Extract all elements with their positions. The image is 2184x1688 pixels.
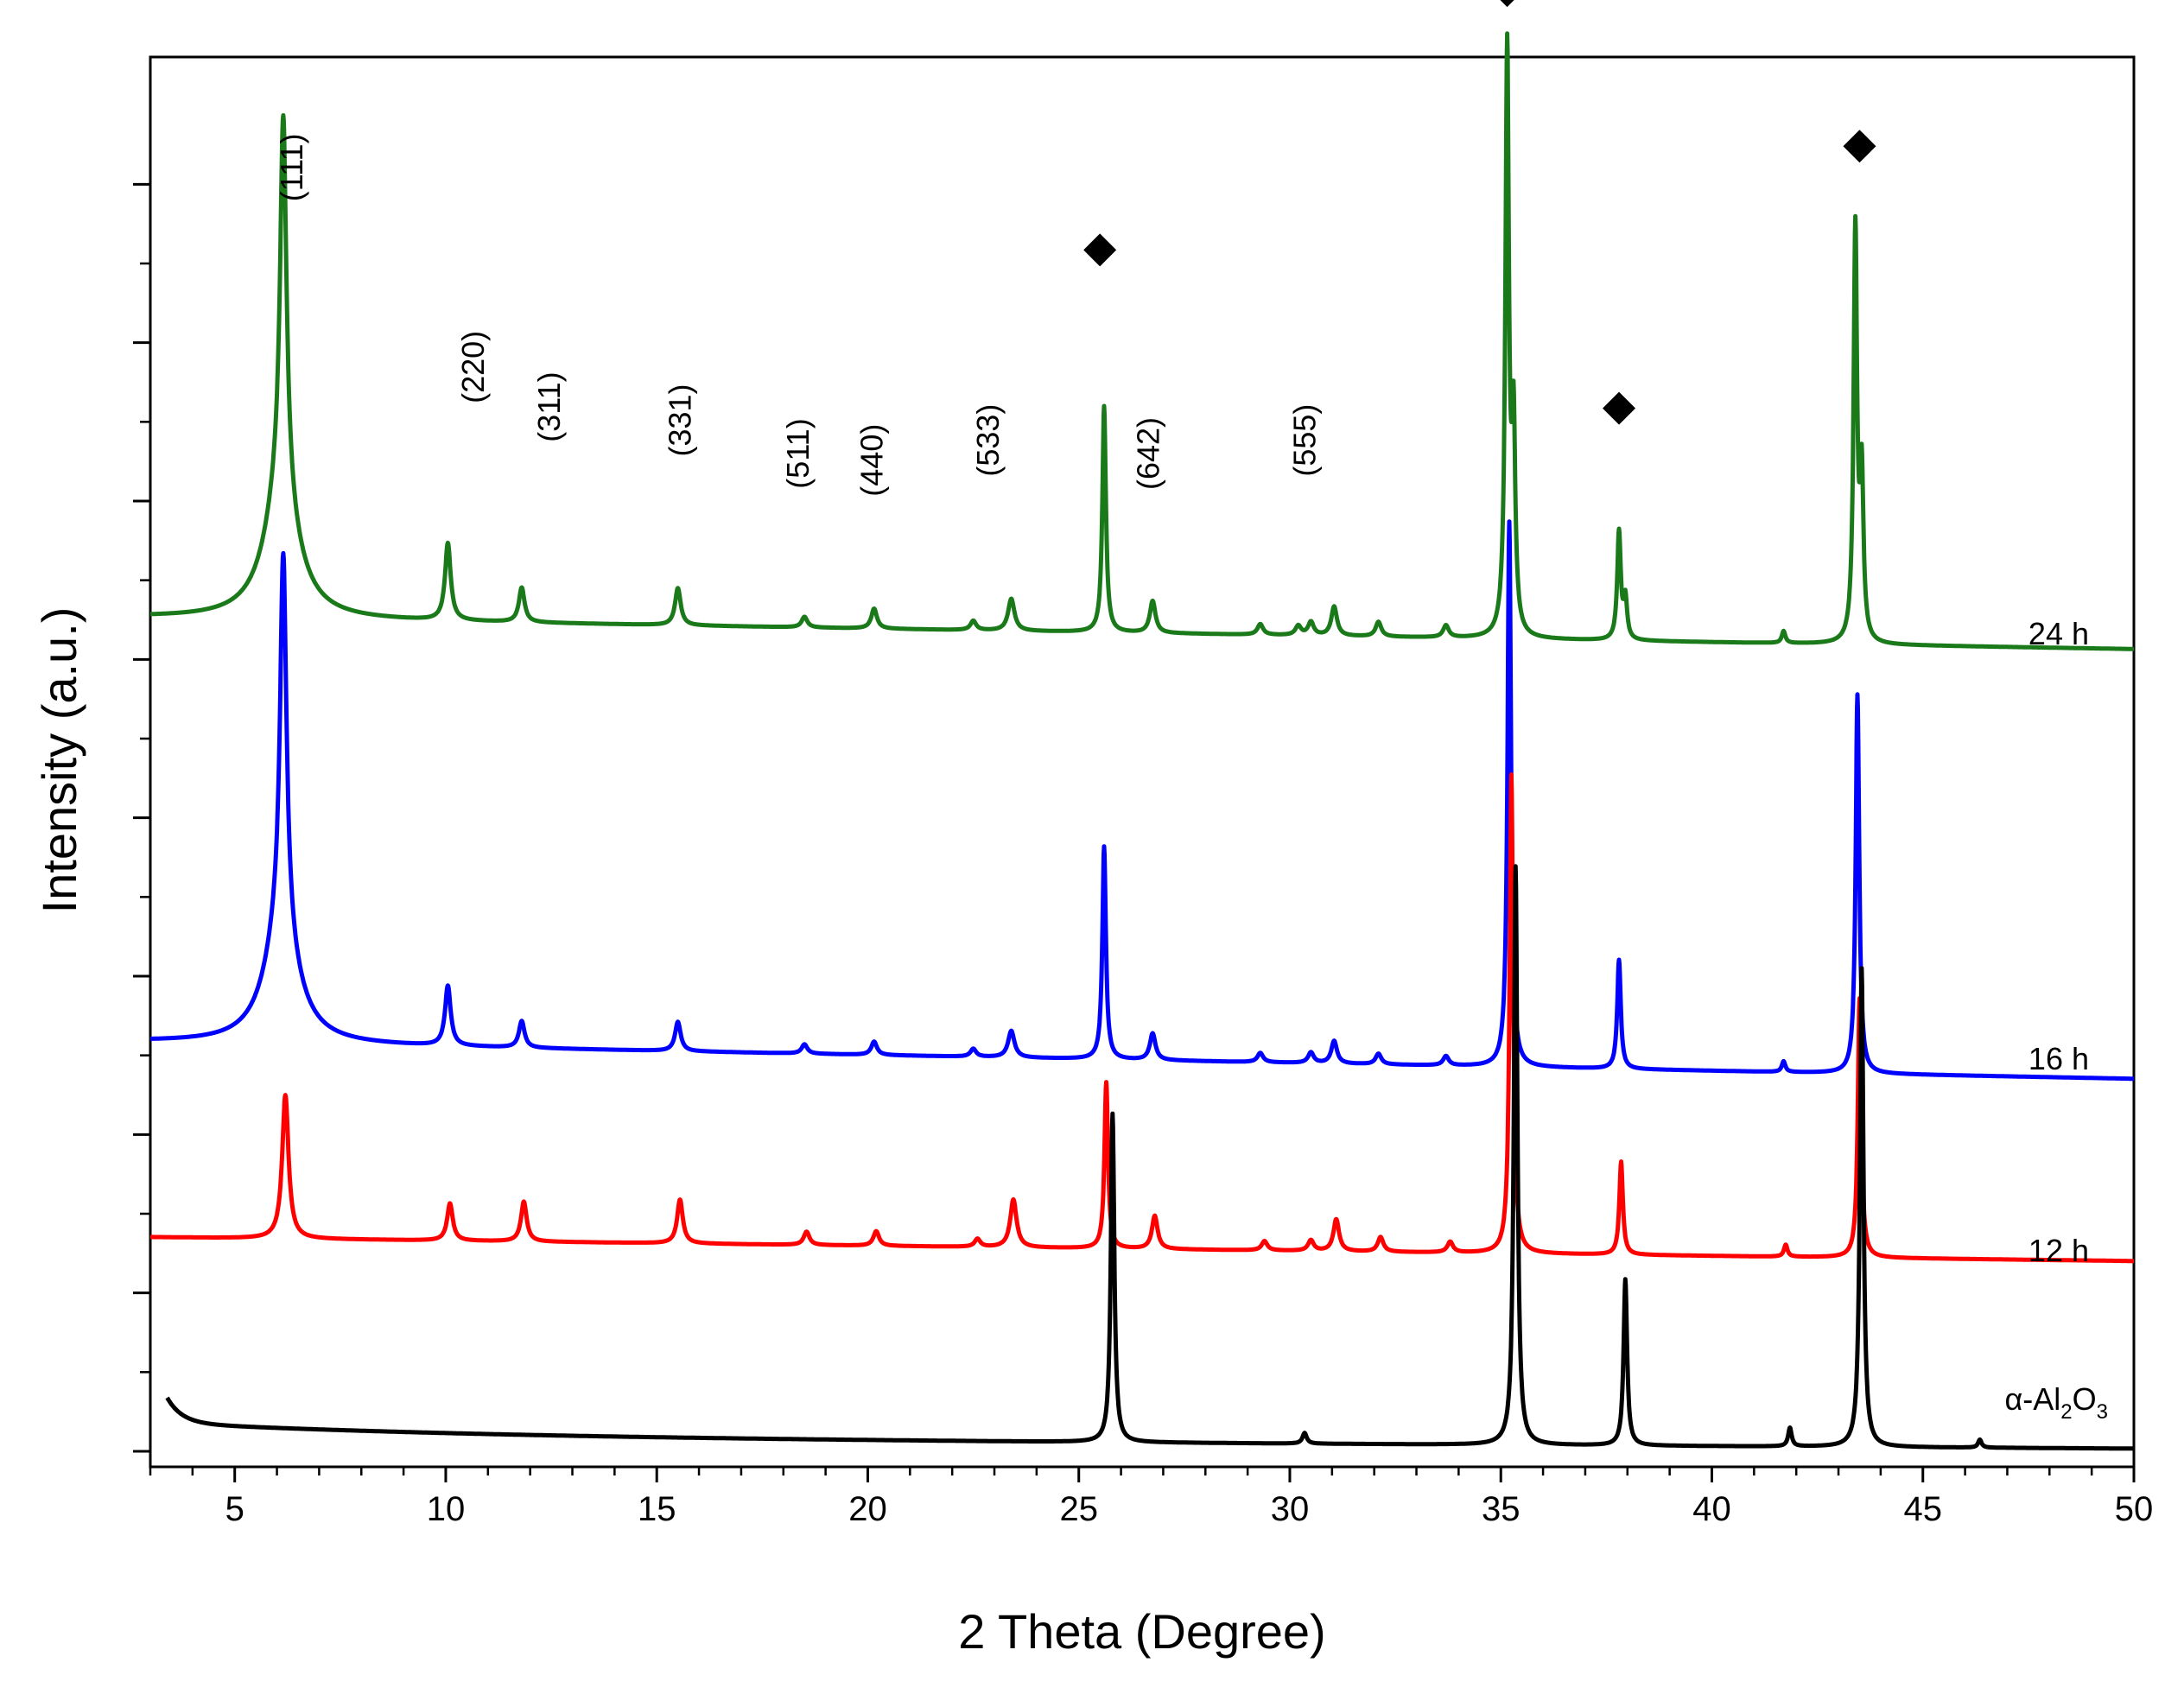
peak-label: (311) — [531, 371, 567, 441]
peak-label: (511) — [780, 418, 816, 488]
x-tick-label: 35 — [1482, 1490, 1521, 1528]
series-line-3 — [165, 864, 2136, 1451]
diamond-marker — [1500, 0, 1514, 8]
series-label-16h: 16 h — [2028, 1041, 2089, 1076]
peak-label: (220) — [455, 331, 491, 403]
x-tick-label: 5 — [225, 1490, 244, 1528]
plot-frame — [149, 55, 2136, 1469]
al2o3-prefix: α-Al — [2004, 1381, 2060, 1417]
peak-label: (555) — [1286, 404, 1322, 477]
series-line-0 — [149, 31, 2136, 651]
peak-labels: (111) (220) (311) (331) (511) (440) (533) (642)… — [274, 134, 1322, 497]
x-tick-label: 30 — [1271, 1490, 1310, 1528]
diamond-marker — [1843, 130, 1876, 163]
x-axis-title: 2 Theta (Degree) — [958, 1604, 1325, 1659]
diamond-marker — [1603, 391, 1636, 425]
x-tick-label: 15 — [638, 1490, 676, 1528]
al2o3-sub1: 2 — [2060, 1400, 2072, 1424]
x-tick-label: 25 — [1059, 1490, 1098, 1528]
series-line-1 — [149, 519, 2136, 1082]
x-tick-label: 40 — [1692, 1490, 1731, 1528]
series-layer — [149, 31, 2136, 1451]
x-tick-label: 10 — [427, 1490, 466, 1528]
y-axis-title: Intensity (a.u.) — [32, 607, 86, 914]
al2o3-sub2: 3 — [2097, 1400, 2108, 1424]
x-tick-label: 20 — [848, 1490, 887, 1528]
peak-label: (642) — [1131, 417, 1166, 490]
series-line-2 — [149, 772, 2136, 1264]
series-label-al2o3: α-Al2O3 — [2004, 1381, 2108, 1424]
al2o3-mid: O — [2073, 1381, 2097, 1417]
peak-label: (440) — [854, 424, 890, 497]
diamond-marker — [1083, 233, 1117, 267]
x-tick-label: 50 — [2115, 1490, 2154, 1528]
series-label-12h: 12 h — [2028, 1233, 2089, 1268]
peak-label: (331) — [662, 384, 697, 456]
x-tick-label: 45 — [1903, 1490, 1942, 1528]
peak-label: (111) — [274, 134, 309, 202]
series-label-24h: 24 h — [2028, 616, 2089, 651]
markers-layer — [1083, 0, 1876, 425]
y-axis-ticks — [133, 182, 150, 1453]
peak-label: (533) — [970, 404, 1006, 477]
x-axis-ticks: 5 10 15 20 25 30 35 40 45 50 — [149, 1467, 2154, 1528]
